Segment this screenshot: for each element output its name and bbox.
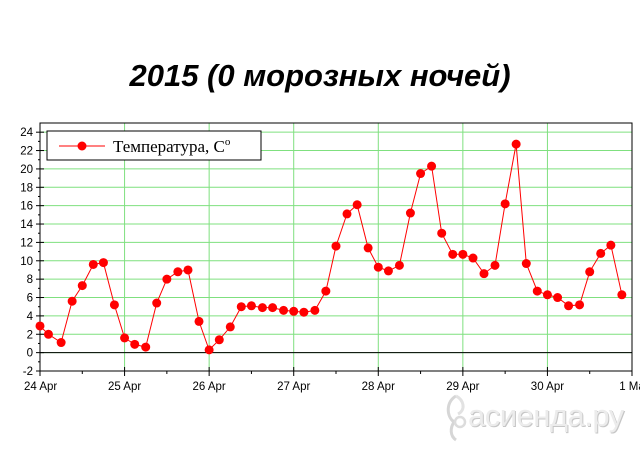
data-point [88,259,98,269]
data-point [236,302,246,312]
data-point [35,321,45,331]
data-point [183,265,193,275]
x-tick-label: 28 Apr [362,381,395,393]
data-point [490,260,500,270]
data-point [373,262,383,272]
data-point [246,301,256,311]
data-point [310,305,320,315]
y-tick-label: 16 [20,201,33,213]
data-point [394,260,404,270]
y-tick-label: 24 [20,127,33,139]
y-tick-label: 22 [20,146,33,158]
watermark-flower-icon [446,394,467,442]
data-point [437,228,447,238]
data-point [279,305,289,315]
data-point [173,267,183,277]
watermark: асиенда.ру [440,392,640,442]
data-point [448,249,458,259]
y-tick-label: 8 [27,274,33,286]
data-point [521,259,531,269]
data-point [342,209,352,219]
data-point [321,286,331,296]
data-point [204,345,214,355]
data-point [458,249,468,259]
x-tick-label: 27 Apr [277,381,310,393]
data-point [500,199,510,209]
data-point [331,241,341,251]
y-tick-label: 0 [27,348,33,360]
y-tick-label: 20 [20,164,33,176]
data-point [77,281,87,291]
data-point [553,293,563,303]
data-point [130,339,140,349]
legend-label: Температура, Co [113,136,231,156]
y-tick-label: 4 [27,311,34,323]
data-point [416,169,426,179]
data-point [363,243,373,253]
data-point [225,322,235,332]
data-point [532,286,542,296]
y-tick-label: 12 [20,237,33,249]
y-tick-label: -2 [23,366,33,378]
legend-label-text: Температура, C [113,137,225,156]
x-tick-label: 24 Apr [24,381,57,393]
y-tick-label: 18 [20,182,33,194]
data-point [257,303,267,313]
data-point [98,258,108,268]
x-tick-label: 25 Apr [108,381,141,393]
data-point [152,298,162,308]
y-tick-label: 10 [20,256,33,268]
data-point [268,303,278,313]
data-point [56,338,66,348]
x-tick-label: 26 Apr [193,381,226,393]
data-point [383,266,393,276]
x-tick-label: 29 Apr [446,381,479,393]
data-point [606,240,616,250]
y-tick-label: 6 [27,293,33,305]
data-point [141,342,151,352]
series-line [39,144,623,351]
data-point [596,248,606,258]
data-point [299,307,309,317]
data-point [479,269,489,279]
data-point [289,306,299,316]
x-tick-label: 30 Apr [531,381,564,393]
watermark-text: асиенда.ру [468,398,624,433]
data-point [194,316,204,326]
data-point [120,333,130,343]
y-tick-label: 14 [20,219,33,231]
data-point [585,267,595,277]
legend: Температура, Co [46,130,262,161]
data-point [542,290,552,300]
data-point [405,208,415,218]
data-point [67,296,77,306]
data-point [575,300,585,310]
data-point [109,300,119,310]
series-temperature [35,139,627,355]
data-point [214,335,224,345]
data-point [352,200,362,210]
chart-title: 2015 (0 морозных ночей) [129,58,511,93]
data-point [427,161,437,171]
x-tick-label: 1 Ma [619,381,640,393]
y-tick-label: 2 [27,329,33,341]
data-point [617,290,627,300]
data-point [564,301,574,311]
data-point [511,139,521,149]
legend-label-superscript: o [225,136,231,148]
legend-marker-swatch [77,141,87,151]
data-point [468,253,478,263]
data-point [162,274,172,284]
data-point [43,329,53,339]
